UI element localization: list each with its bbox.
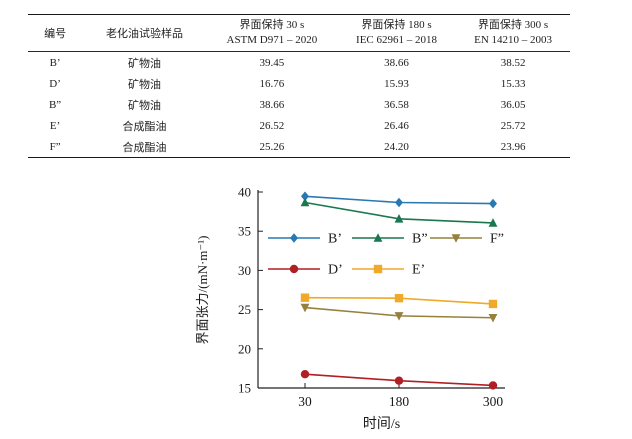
cell-v180: 24.20 (384, 140, 409, 153)
aging-oil-table: 编号 老化油试验样品 界面保持 30 s ASTM D971 – 2020 界面… (28, 14, 570, 158)
cell-v180: 38.66 (384, 56, 409, 69)
cell-v30: 16.76 (259, 77, 285, 90)
cell-sample: 合成酯油 (122, 120, 167, 133)
table-row: B” 矿物油 38.66 36.58 36.05 (28, 94, 570, 115)
y-tick-label: 40 (238, 185, 251, 200)
legend-marker-E’ (373, 264, 383, 274)
legend-label-B’: B’ (328, 232, 342, 247)
data-point-E’ (300, 293, 310, 302)
column-header-id: 编号 (44, 28, 67, 40)
legend-marker-B” (373, 233, 383, 242)
column-header-300s: 界面保持 300 s EN 14210 – 2003 (456, 15, 570, 52)
header-30s-standard: ASTM D971 – 2020 (226, 34, 318, 46)
data-point-D’ (488, 381, 498, 390)
cell-v300: 23.96 (500, 140, 526, 153)
x-tick-label: 30 (298, 394, 312, 409)
x-tick-label: 300 (483, 394, 504, 409)
header-30s-title: 界面保持 30 s (239, 19, 305, 31)
table-row: E’ 合成酯油 26.52 26.46 25.72 (28, 115, 570, 136)
data-point-B’ (489, 198, 497, 209)
cell-v300: 25.72 (500, 119, 526, 132)
data-point-B’ (395, 197, 403, 208)
data-point-F” (394, 312, 404, 321)
legend-label-F”: F” (490, 232, 504, 247)
y-tick-label: 25 (238, 302, 251, 317)
data-point-E’ (488, 299, 498, 309)
legend-label-D’: D’ (328, 263, 343, 278)
cell-sample: 矿物油 (128, 57, 162, 70)
legend-marker-B’ (290, 233, 298, 243)
y-axis-title: 界面张力/(mN·m⁻¹) (195, 236, 210, 345)
data-point-D’ (394, 376, 404, 385)
cell-v180: 36.58 (384, 98, 409, 111)
y-tick-label: 35 (238, 224, 251, 239)
y-tick-label: 15 (238, 381, 251, 396)
chart-canvas: 15 20 25 30 35 40 30 180 300 时间/s 界面张力/(mN·m⁻¹) B’ B… (195, 185, 505, 432)
table-row: D’ 矿物油 16.76 15.93 15.33 (28, 73, 570, 94)
table-header-row: 编号 老化油试验样品 界面保持 30 s ASTM D971 – 2020 界面… (28, 14, 570, 52)
data-point-B” (394, 214, 404, 223)
legend-marker-F” (451, 234, 461, 243)
column-header-180s: 界面保持 180 s IEC 62961 – 2018 (337, 15, 456, 52)
legend-label-B”: B” (412, 232, 428, 247)
interfacial-tension-chart: 15 20 25 30 35 40 30 180 300 时间/s 界面张力/(mN·m⁻¹) B’ B… (190, 176, 632, 439)
header-180s-standard: IEC 62961 – 2018 (356, 34, 438, 46)
y-tick-label: 20 (238, 341, 251, 356)
cell-v30: 26.52 (259, 119, 285, 132)
cell-v30: 39.45 (259, 56, 285, 69)
column-header-30s: 界面保持 30 s ASTM D971 – 2020 (207, 15, 337, 52)
cell-v30: 38.66 (259, 98, 285, 111)
header-300s-title: 界面保持 300 s (477, 19, 549, 31)
legend-label-E’: E’ (412, 263, 425, 278)
x-axis-title: 时间/s (363, 416, 400, 432)
data-point-B” (488, 218, 498, 227)
cell-v30: 25.26 (259, 140, 285, 153)
cell-id: D’ (49, 77, 61, 90)
y-tick-label: 30 (238, 263, 251, 278)
cell-id: F” (49, 140, 61, 153)
cell-id: B” (48, 98, 62, 111)
data-point-F” (488, 313, 498, 323)
table-row: F” 合成酯油 25.26 24.20 23.96 (28, 136, 570, 158)
cell-sample: 合成酯油 (122, 141, 167, 154)
cell-v300: 15.33 (500, 77, 526, 90)
x-tick-label: 180 (389, 394, 410, 409)
cell-v300: 38.52 (500, 56, 526, 69)
data-point-E’ (394, 293, 404, 303)
data-point-B” (300, 197, 310, 207)
cell-id: E’ (49, 119, 61, 132)
cell-sample: 矿物油 (128, 99, 162, 112)
legend-marker-D’ (289, 264, 299, 274)
column-header-sample: 老化油试验样品 (106, 28, 184, 40)
cell-id: B’ (49, 56, 61, 69)
data-point-F” (300, 303, 310, 313)
cell-sample: 矿物油 (128, 78, 162, 91)
cell-v180: 26.46 (384, 119, 409, 132)
cell-v180: 15.93 (384, 77, 409, 90)
table-row: B’ 矿物油 39.45 38.66 38.52 (28, 52, 570, 74)
data-point-D’ (300, 370, 310, 379)
header-300s-standard: EN 14210 – 2003 (474, 34, 553, 46)
cell-v300: 36.05 (500, 98, 526, 111)
header-180s-title: 界面保持 180 s (361, 19, 432, 31)
